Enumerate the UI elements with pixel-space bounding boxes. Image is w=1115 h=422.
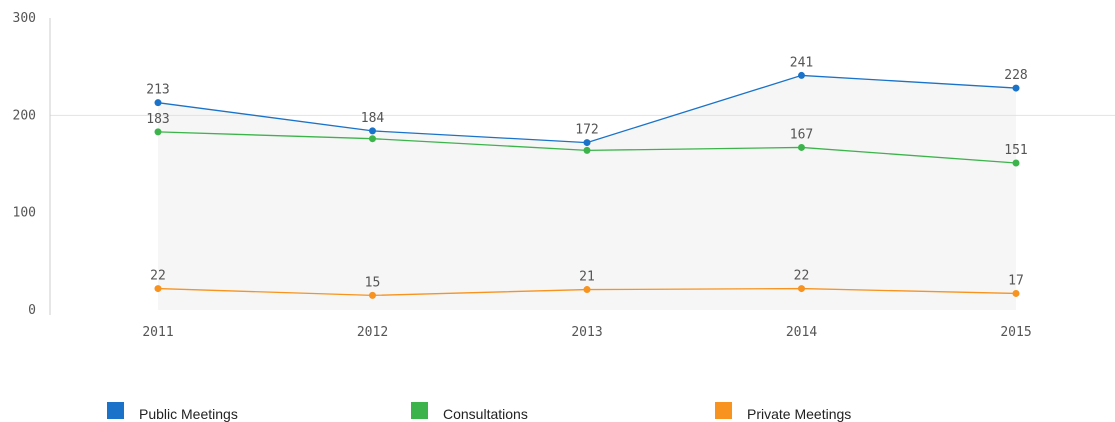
data-label: 15 [365,275,381,290]
data-label: 22 [794,269,810,284]
legend-label: Private Meetings [747,406,851,422]
point [154,285,162,293]
legend-label: Consultations [443,406,528,422]
data-label: 183 [146,112,169,127]
point [798,71,805,79]
legend-label: Public Meetings [139,406,238,422]
data-label: 167 [790,127,813,142]
point [154,128,162,136]
y-tick-label: 300 [13,11,36,26]
legend-swatch [107,402,124,419]
y-tick-label: 100 [13,206,36,221]
point [154,99,162,107]
point [583,146,591,154]
data-label: 241 [790,55,813,70]
point [583,139,591,147]
x-tick-label: 2014 [786,325,817,340]
point [1012,84,1020,92]
data-label: 184 [361,111,385,126]
y-tick-label: 0 [28,303,36,318]
data-label: 172 [575,123,598,138]
point [369,135,376,143]
data-label: 151 [1004,143,1027,158]
data-label: 21 [579,270,595,285]
point [369,127,376,135]
data-label: 22 [150,269,166,284]
x-tick-label: 2013 [571,325,602,340]
point [798,285,805,293]
point [1012,289,1020,297]
legend-swatch [715,402,732,419]
point [369,291,376,299]
point [583,286,591,294]
data-label: 17 [1008,273,1024,288]
data-label: 228 [1004,68,1027,83]
x-tick-label: 2015 [1000,325,1031,340]
x-tick-label: 2012 [357,325,388,340]
legend-swatch [411,402,428,419]
x-tick-label: 2011 [142,325,173,340]
point [798,143,805,151]
y-tick-label: 200 [13,108,36,123]
point [1012,159,1020,167]
data-label: 213 [146,83,169,98]
